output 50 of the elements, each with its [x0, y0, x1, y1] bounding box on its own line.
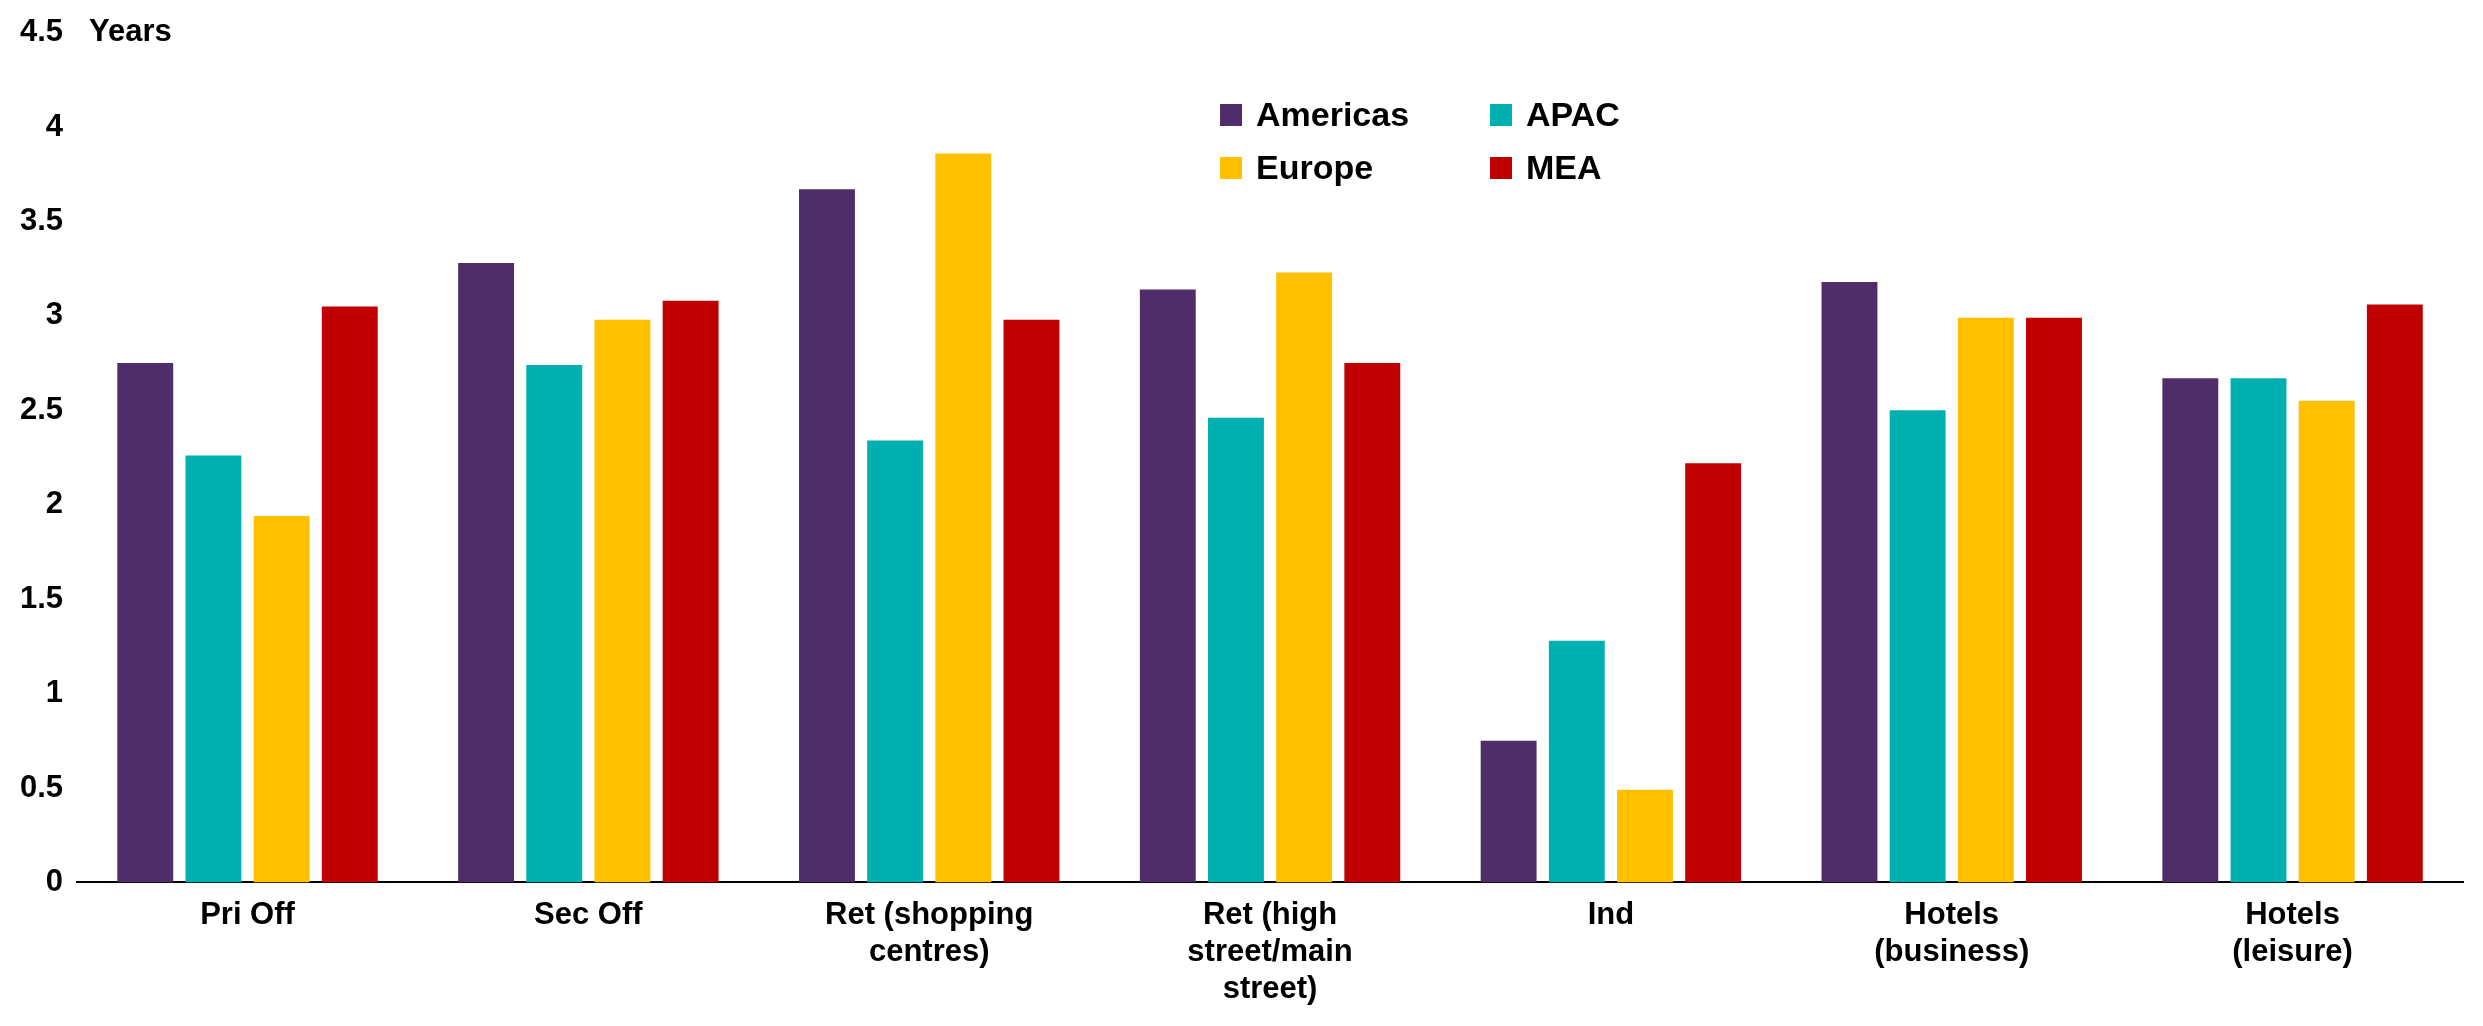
legend-label: APAC [1526, 95, 1620, 134]
bar [1480, 740, 1537, 883]
x-tick-label: Ret (high street/main street) [1187, 895, 1353, 1005]
bar [1821, 281, 1878, 883]
bar [458, 262, 515, 883]
x-tick-label: Pri Off [200, 895, 296, 931]
y-tick-label: 1.5 [19, 579, 64, 615]
y-tick-label: 3 [45, 296, 64, 332]
bar [2230, 378, 2287, 883]
bar [2162, 378, 2219, 883]
y-tick-label: 3.5 [19, 201, 64, 237]
bar [1548, 640, 1605, 883]
bar [1685, 463, 1742, 883]
y-tick-label: 1 [45, 674, 64, 710]
bar [1276, 272, 1333, 883]
bar [1344, 363, 1401, 883]
y-tick-label: 0 [45, 862, 64, 898]
bar [2366, 304, 2423, 883]
bar [1617, 789, 1673, 883]
bar [2298, 400, 2355, 883]
y-tick-label: 4 [45, 107, 64, 143]
bar [662, 300, 719, 883]
x-tick-label: Hotels (leisure) [2232, 895, 2353, 968]
x-tick-label: Ind [1587, 895, 1635, 931]
bar [526, 364, 583, 883]
bar [321, 306, 378, 883]
bar [1139, 289, 1196, 883]
legend-label: Europe [1256, 148, 1374, 187]
y-tick-label: 0.5 [19, 768, 64, 804]
y-tick-label: 4.5 [19, 13, 64, 49]
bar [594, 319, 651, 883]
x-tick-label: Ret (shopping centres) [825, 895, 1034, 968]
bar [1957, 317, 2014, 883]
y-tick-label: 2.5 [19, 390, 64, 426]
y-axis-title: Years [89, 13, 172, 49]
bar [867, 440, 924, 883]
bar [253, 516, 310, 883]
bar [1889, 410, 1946, 883]
y-tick-label: 2 [45, 485, 64, 521]
bar [2026, 317, 2082, 883]
bar [117, 363, 174, 883]
x-tick-label: Hotels (business) [1874, 895, 2030, 968]
bar [799, 189, 855, 883]
legend-label: Americas [1256, 95, 1410, 134]
bar [1208, 417, 1264, 883]
legend-label: MEA [1526, 148, 1602, 187]
bar [185, 455, 242, 883]
bar [1003, 319, 1060, 883]
x-tick-label: Sec Off [534, 895, 644, 931]
bar [935, 153, 992, 883]
